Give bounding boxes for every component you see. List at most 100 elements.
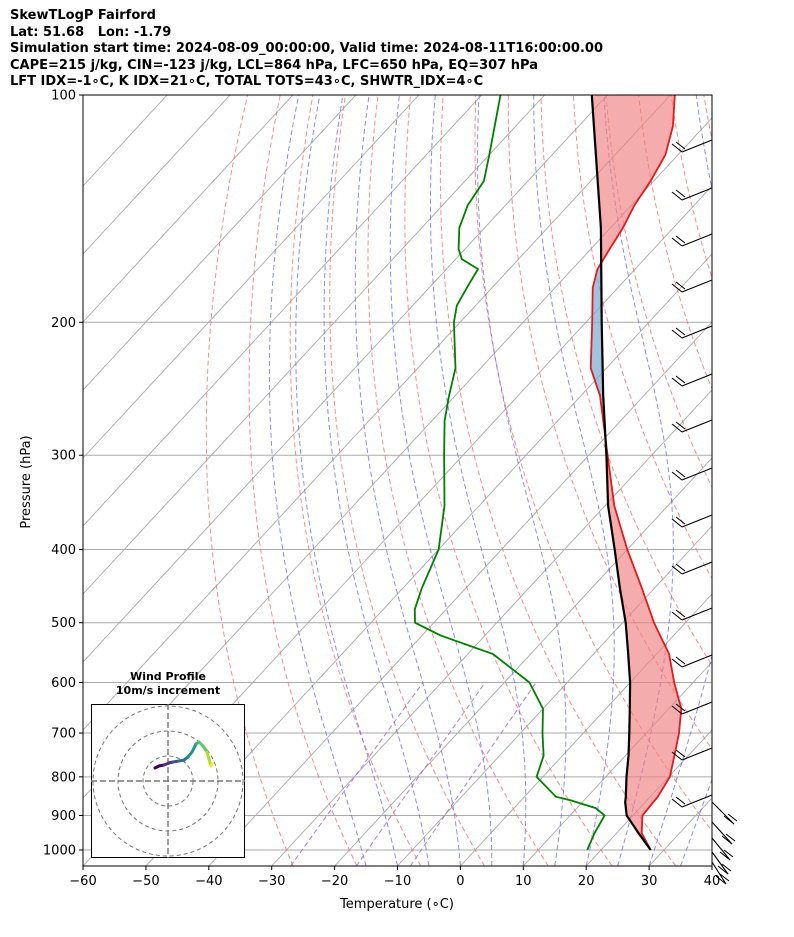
- isotherm: [83, 95, 420, 459]
- wind-barb: [671, 373, 713, 387]
- wind-barb: [671, 233, 713, 247]
- isotherm: [208, 321, 712, 866]
- wind-barb: [671, 467, 713, 481]
- mixing-ratio-line: [290, 682, 424, 866]
- isotherm: [585, 729, 712, 866]
- x-tick-label: −50: [132, 874, 159, 889]
- wind-barb: [671, 561, 713, 575]
- x-tick-label: 0: [456, 874, 464, 889]
- wind-profile-title-1: Wind Profile: [130, 670, 206, 683]
- dry-adiabat: [329, 95, 485, 866]
- dry-adiabat: [605, 95, 712, 489]
- wind-barb: [671, 325, 713, 339]
- dry-adiabat: [248, 95, 358, 866]
- x-tick-label: 10: [515, 874, 532, 889]
- moist-adiabat: [295, 95, 398, 866]
- isotherm: [460, 593, 712, 866]
- moist-adiabat: [268, 95, 367, 866]
- title-times: Simulation start time: 2024-08-09_00:00:…: [10, 41, 603, 56]
- isotherm: [83, 95, 671, 731]
- isotherm: [83, 95, 231, 255]
- cin-area: [605, 437, 682, 850]
- wind-barb: [671, 187, 713, 201]
- dry-adiabat: [474, 95, 712, 832]
- isotherm: [711, 865, 712, 866]
- x-tick-label: −10: [384, 874, 411, 889]
- x-tick-label: −20: [321, 874, 348, 889]
- wind-barb: [711, 801, 738, 825]
- dry-adiabat: [367, 95, 549, 866]
- isotherm: [334, 457, 712, 866]
- moist-adiabat: [648, 95, 712, 866]
- x-axis-label: Temperature (∘C): [339, 897, 454, 912]
- wind-barb: [671, 279, 713, 293]
- wind-profile-title: Wind Profile 10m/s increment: [91, 670, 245, 698]
- chart-title: SkewTLogP Fairford Lat: 51.68 Lon: -1.79…: [10, 8, 603, 91]
- isotherm: [271, 389, 712, 866]
- moist-adiabat: [533, 95, 615, 866]
- moist-adiabat: [323, 95, 430, 866]
- y-tick-label: 700: [51, 727, 76, 742]
- cape-area: [590, 261, 606, 438]
- x-tick-label: 30: [641, 874, 658, 889]
- dry-adiabat: [736, 95, 794, 866]
- moist-adiabat: [354, 95, 461, 866]
- wind-barb: [671, 701, 713, 715]
- wind-barb: [671, 139, 713, 153]
- dry-adiabat: [540, 95, 712, 667]
- x-tick-label: 40: [704, 874, 721, 889]
- isotherm: [83, 95, 608, 663]
- y-tick-label: 1000: [43, 844, 76, 859]
- wind-barb: [671, 747, 713, 761]
- wind-barb: [671, 654, 713, 668]
- mixing-ratio-line: [355, 682, 486, 866]
- wind-barb: [671, 419, 713, 433]
- title-indices-1: CAPE=215 j/kg, CIN=-123 j/kg, LCL=864 hP…: [10, 57, 538, 73]
- y-tick-label: 900: [51, 809, 76, 824]
- dry-adiabat: [769, 95, 794, 866]
- y-tick-label: 400: [51, 543, 76, 558]
- y-tick-label: 200: [51, 316, 76, 331]
- x-tick-label: −30: [258, 874, 285, 889]
- dry-adiabat: [289, 95, 422, 866]
- wind-barb: [671, 794, 713, 808]
- y-tick-label: 500: [51, 616, 76, 631]
- wind-profile-hodograph: [91, 704, 245, 858]
- wind-barb: [711, 851, 732, 875]
- moist-adiabat: [680, 777, 712, 866]
- wind-profile-title-2: 10m/s increment: [115, 684, 221, 697]
- wind-barb: [711, 821, 736, 845]
- isotherm: [145, 253, 712, 866]
- isotherm: [83, 95, 357, 391]
- cin-area: [591, 95, 675, 262]
- mixing-ratio-line: [409, 682, 537, 866]
- isotherm: [83, 95, 294, 323]
- moist-adiabat: [389, 95, 493, 866]
- y-axis-label: Pressure (hPa): [19, 435, 34, 528]
- x-tick-label: −60: [69, 874, 96, 889]
- isotherm: [83, 95, 545, 595]
- dry-adiabat: [205, 95, 294, 866]
- hodograph-trace: [209, 762, 214, 768]
- x-tick-label: 20: [578, 874, 595, 889]
- isotherm: [83, 95, 483, 527]
- moist-adiabat: [477, 95, 567, 866]
- isotherm: [397, 525, 712, 866]
- temperature-profile: [589, 95, 683, 851]
- x-tick-label: −40: [195, 874, 222, 889]
- moist-adiabat: [711, 864, 712, 866]
- title-location: Lat: 51.68 Lon: -1.79: [10, 24, 172, 40]
- y-tick-label: 100: [51, 89, 76, 104]
- moist-adiabat: [430, 95, 527, 866]
- y-tick-label: 600: [51, 676, 76, 691]
- wind-barb: [671, 607, 713, 621]
- parcel-profile: [590, 95, 652, 851]
- wind-barb: [711, 837, 734, 861]
- title-indices-2: LFT IDX=-1∘C, K IDX=21∘C, TOTAL TOTS=43∘…: [10, 74, 484, 89]
- dewpoint-profile: [413, 95, 606, 851]
- y-tick-label: 800: [51, 770, 76, 785]
- y-tick-label: 300: [51, 449, 76, 464]
- wind-barb: [671, 514, 713, 528]
- dry-adiabat: [404, 95, 613, 866]
